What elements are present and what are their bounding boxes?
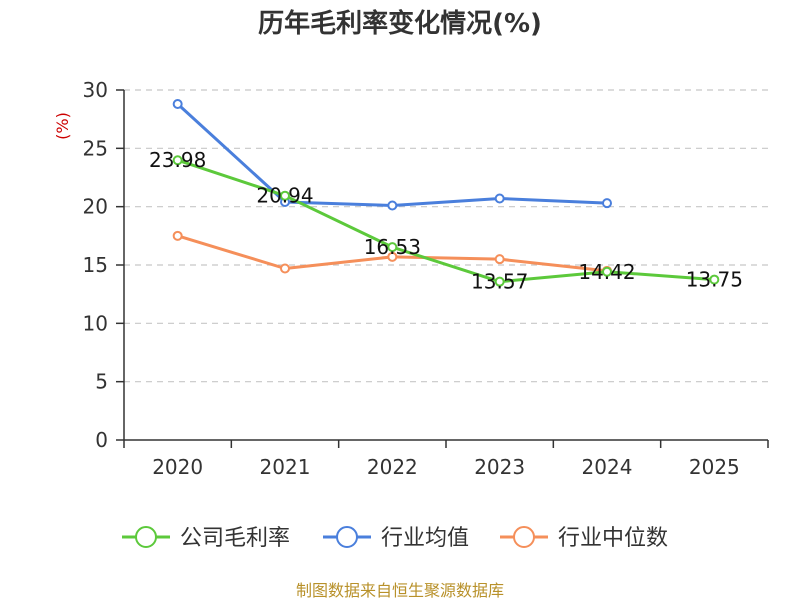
series-2 <box>172 230 612 276</box>
data-labels: 23.98 20.94 16.53 13.57 14.42 13.75 <box>149 148 743 293</box>
data-point[interactable] <box>387 200 398 211</box>
data-point[interactable] <box>172 155 183 166</box>
data-point[interactable] <box>494 276 505 287</box>
x-tick-label: 2020 <box>152 455 203 479</box>
legend-item[interactable]: 行业均值 <box>323 526 469 551</box>
data-label: 13.57 <box>471 270 528 294</box>
data-point[interactable] <box>387 251 398 262</box>
legend-label: 公司毛利率 <box>180 526 290 551</box>
y-tick-label: 0 <box>95 428 108 452</box>
legend-label: 行业中位数 <box>558 526 668 551</box>
series-group <box>172 99 720 287</box>
y-tick-label: 20 <box>83 195 108 219</box>
data-point[interactable] <box>494 254 505 265</box>
x-tick-label: 2023 <box>474 455 525 479</box>
data-point[interactable] <box>602 266 612 277</box>
y-tick-label: 30 <box>83 78 108 102</box>
legend-marker <box>336 526 358 548</box>
data-point[interactable] <box>280 263 290 274</box>
x-tick-label: 2022 <box>367 455 418 479</box>
y-tick-label: 25 <box>83 136 108 160</box>
series-1 <box>172 99 612 211</box>
data-label: 14.42 <box>578 260 635 284</box>
chart-title: 历年毛利率变化情况(%) <box>258 8 542 39</box>
y-axis-label: (%) <box>53 112 72 140</box>
data-point[interactable] <box>387 242 398 253</box>
data-label: 23.98 <box>149 148 206 172</box>
data-label: 13.75 <box>686 268 743 292</box>
x-tick-label: 2021 <box>260 455 311 479</box>
y-tick-label: 15 <box>83 253 108 277</box>
series-0 <box>172 155 720 287</box>
x-tick-label: 2024 <box>582 455 633 479</box>
data-point[interactable] <box>602 198 612 209</box>
x-tick-label: 2025 <box>689 455 740 479</box>
data-label: 16.53 <box>364 235 421 259</box>
y-tick-label: 10 <box>83 311 108 335</box>
legend-marker <box>135 526 157 548</box>
legend-marker <box>513 526 535 548</box>
data-point[interactable] <box>494 193 505 204</box>
series-line <box>177 158 715 284</box>
data-label: 20.94 <box>256 184 313 208</box>
legend-item[interactable]: 行业中位数 <box>500 526 668 551</box>
series-line <box>176 102 608 207</box>
legend[interactable]: 公司毛利率 行业均值 行业中位数 <box>122 526 668 551</box>
data-point[interactable] <box>280 190 290 201</box>
source-note: 制图数据来自恒生聚源数据库 <box>296 581 504 600</box>
y-tick-label: 5 <box>95 370 108 394</box>
grid <box>124 89 768 383</box>
data-point[interactable] <box>709 274 720 285</box>
data-point[interactable] <box>172 99 183 109</box>
data-point[interactable] <box>172 230 183 241</box>
legend-label: 行业均值 <box>381 526 469 551</box>
legend-item[interactable]: 公司毛利率 <box>122 526 290 551</box>
